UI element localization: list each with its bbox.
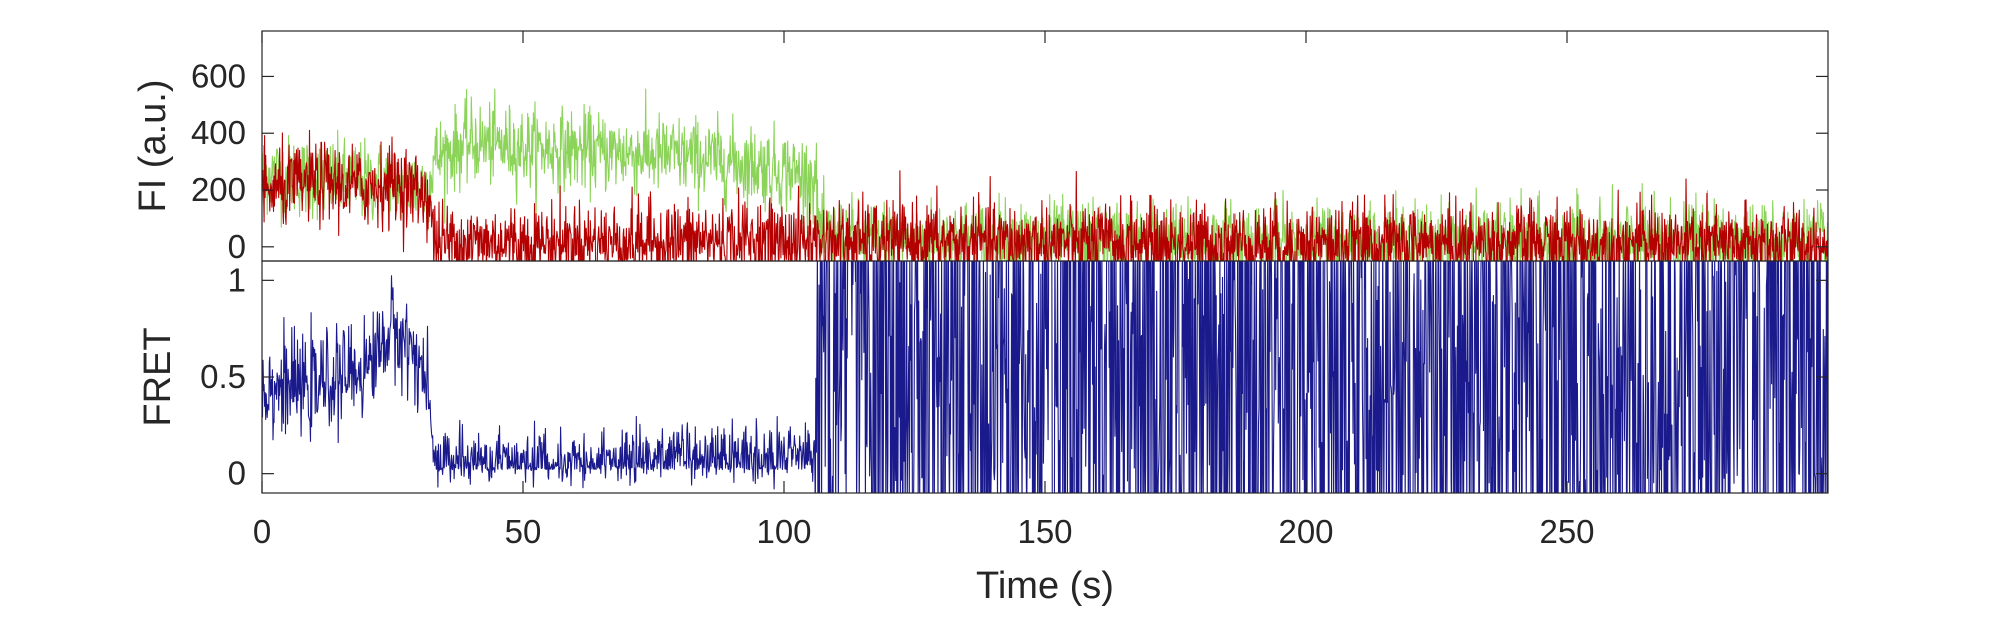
- bottom-xticks: 0 50 100 150 200 250: [253, 31, 1595, 550]
- x-tick-label: 50: [505, 513, 542, 550]
- series-line-fret: [262, 261, 1828, 493]
- series-line-acceptor: [262, 129, 1828, 261]
- bottom-panel: 00.51 0 50 100 150 200 250 FRET Time (s): [137, 31, 1829, 607]
- x-tick-label: 100: [756, 513, 811, 550]
- y-tick-label: 0: [228, 455, 246, 492]
- bottom-yticks: 00.51: [200, 261, 1828, 492]
- top-panel: 0 200 400 600 FI (a.u.): [132, 30, 1829, 265]
- top-yticks: 0 200 400 600: [191, 57, 1828, 265]
- y-tick-label: 1: [228, 261, 246, 298]
- x-tick-label: 0: [253, 513, 271, 550]
- bottom-traces: [262, 261, 1828, 493]
- y-tick-label: 0.5: [200, 358, 246, 395]
- x-tick-label: 150: [1017, 513, 1072, 550]
- bottom-y-axis-label: FRET: [137, 327, 179, 426]
- top-y-axis-label: FI (a.u.): [132, 79, 174, 212]
- x-tick-label: 250: [1539, 513, 1594, 550]
- y-tick-label: 0: [228, 228, 246, 265]
- top-traces: [262, 88, 1828, 261]
- x-axis-label: Time (s): [976, 565, 1114, 607]
- y-tick-label: 200: [191, 171, 246, 208]
- y-tick-label: 400: [191, 114, 246, 151]
- y-tick-label: 600: [191, 57, 246, 94]
- x-tick-label: 200: [1278, 513, 1333, 550]
